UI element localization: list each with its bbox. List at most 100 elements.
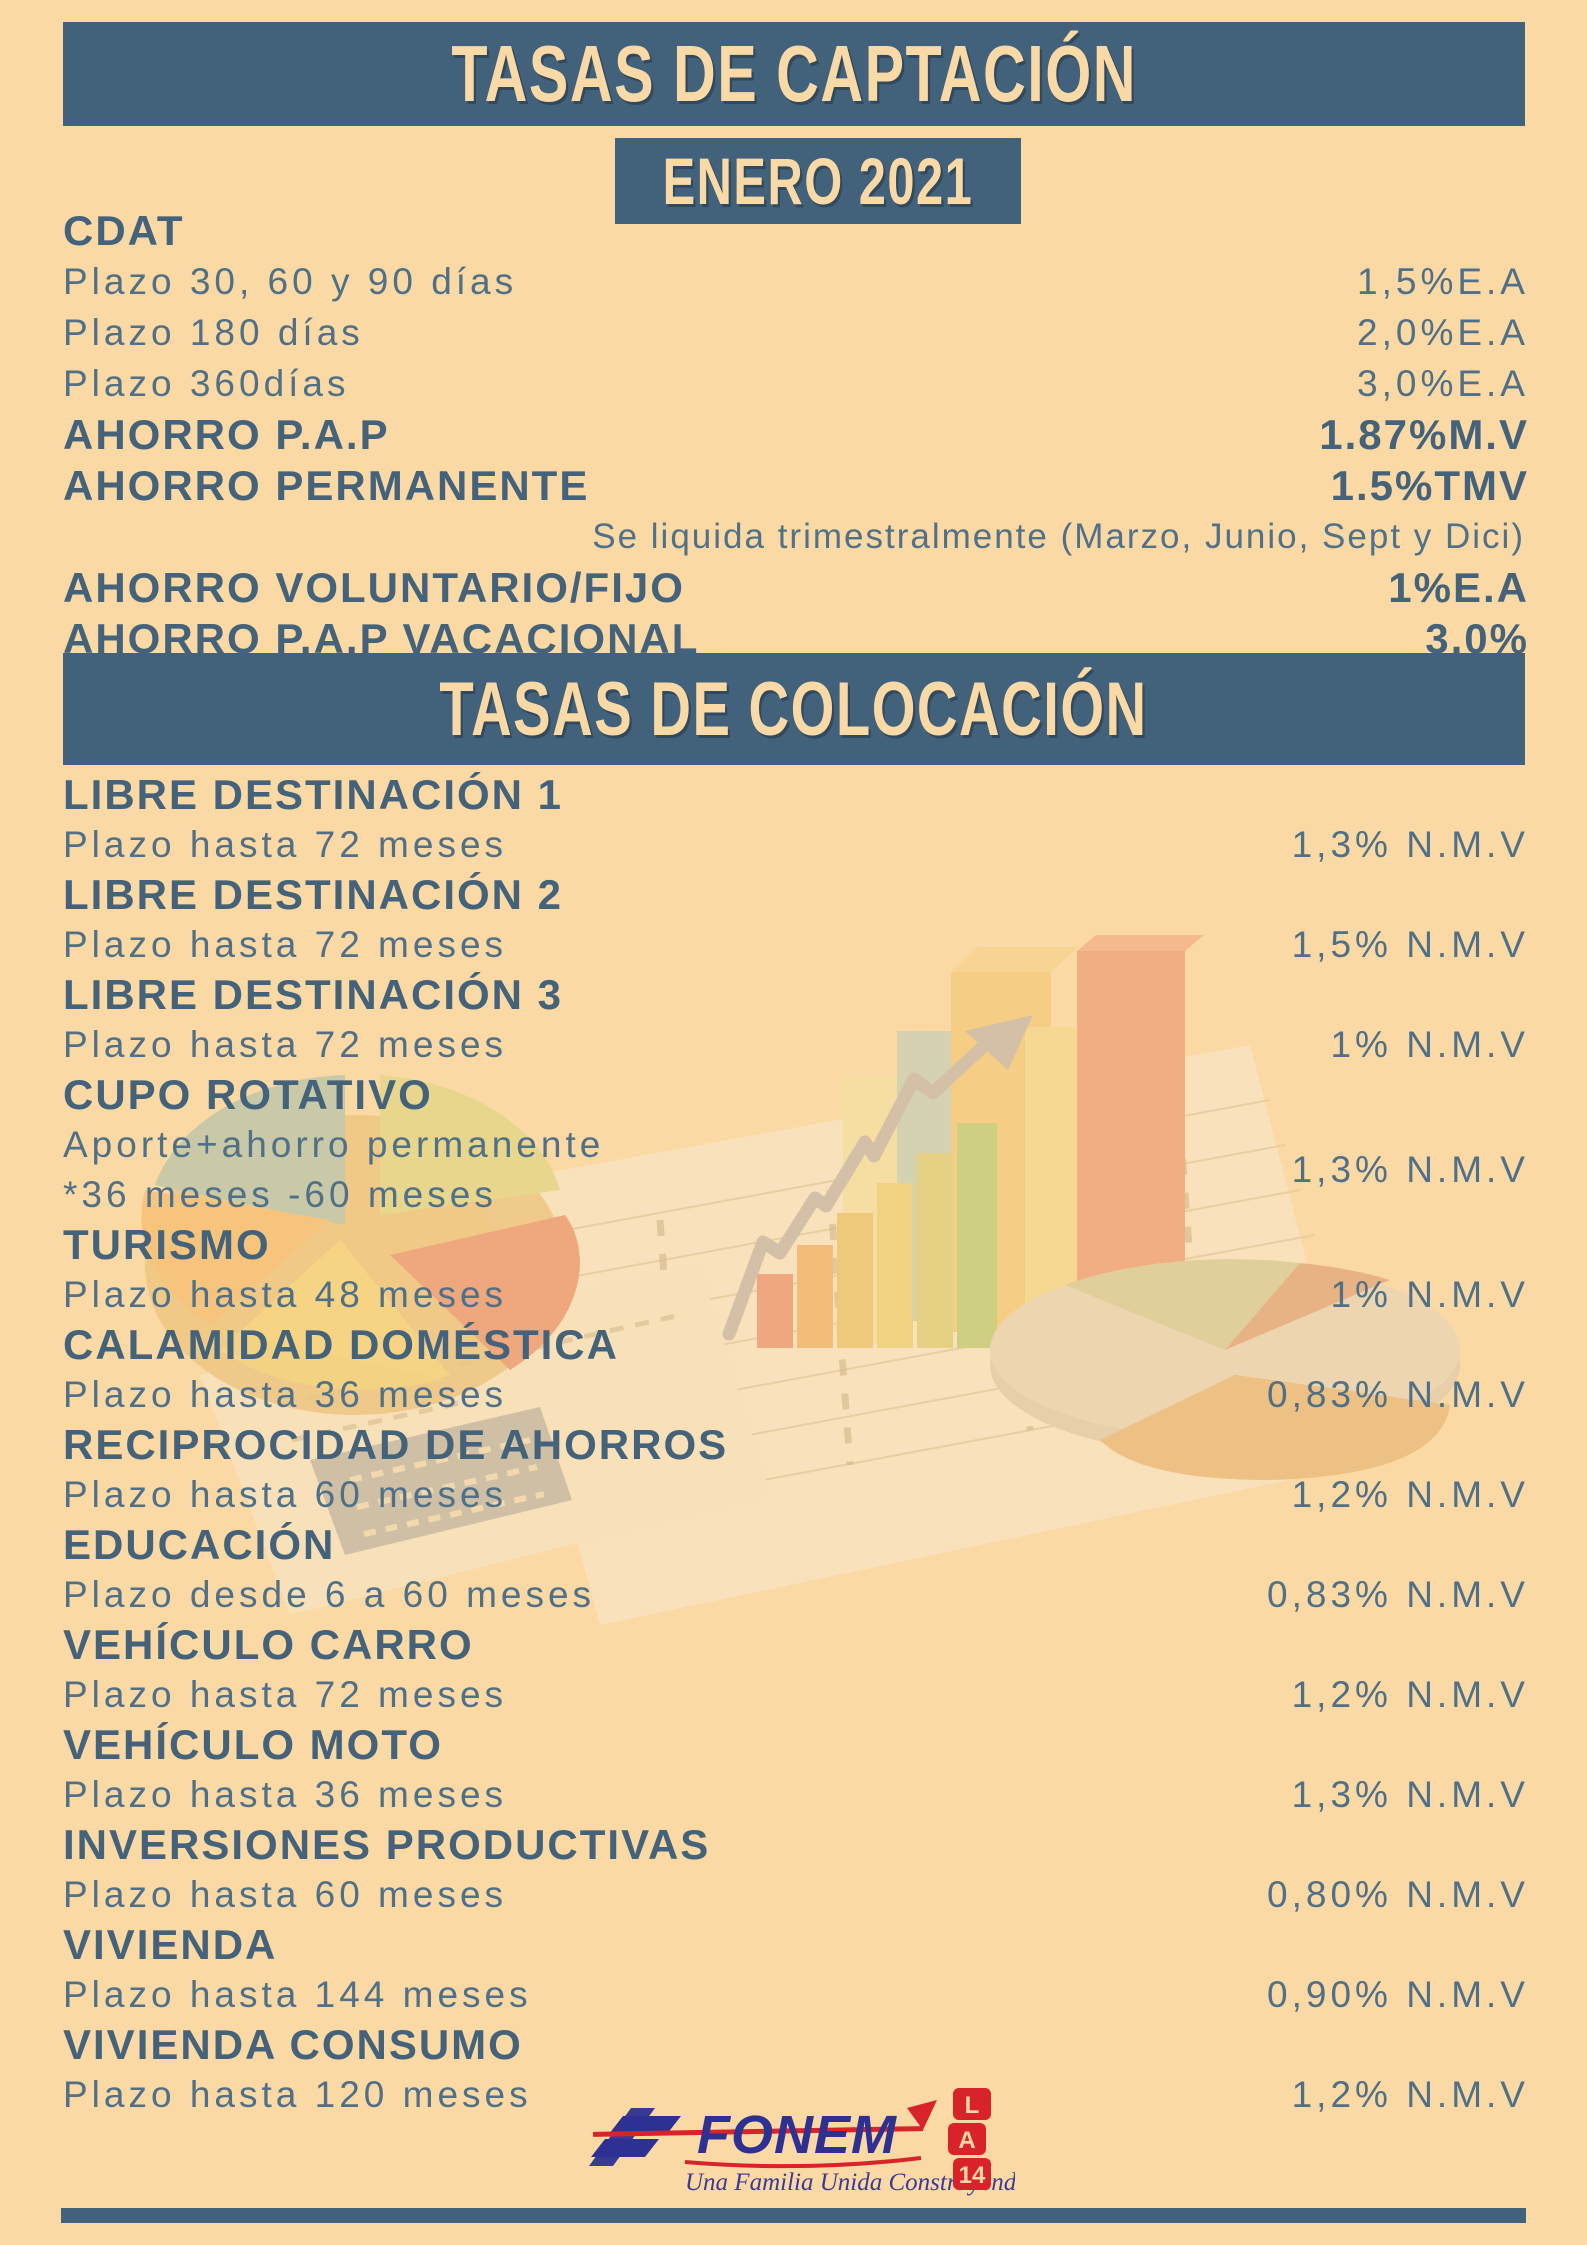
- product-rate: 0,90% N.M.V: [1267, 1974, 1529, 2016]
- colocacion-title: TASAS DE COLOCACIÓN: [439, 666, 1149, 752]
- product-rate: 1,2% N.M.V: [1291, 1674, 1529, 1716]
- product-term: Plazo hasta 36 meses: [63, 1374, 508, 1416]
- product-name: RECIPROCIDAD DE AHORROS: [63, 1421, 729, 1469]
- rate-row: AHORRO VOLUNTARIO/FIJO 1%E.A: [63, 562, 1527, 613]
- fonem-logo: FONEM Una Familia Unida Construyendo Sue…: [589, 2088, 1015, 2196]
- product-term: Plazo hasta 72 meses: [63, 923, 508, 965]
- product-rate: 0,83% N.M.V: [1267, 1574, 1529, 1616]
- row-value: 1,5%E.A: [1357, 260, 1529, 302]
- rate-row: Plazo hasta 72 meses 1,3% N.M.V: [63, 820, 1525, 871]
- la14-badge: L A 14: [948, 2088, 991, 2190]
- rate-row: Plazo 360días 3,0%E.A: [63, 358, 1525, 409]
- rate-row: Plazo hasta 72 meses 1,2% N.M.V: [63, 1670, 1525, 1721]
- rate-row: Plazo hasta 48 meses 1% N.M.V: [63, 1270, 1525, 1321]
- rate-row: Plazo hasta 60 meses 1,2% N.M.V: [63, 1470, 1525, 1521]
- colocacion-section: LIBRE DESTINACIÓN 1 Plazo hasta 72 meses…: [63, 770, 1525, 2121]
- logo-wordmark: FONEM: [697, 2105, 897, 2165]
- product-name: LIBRE DESTINACIÓN 1: [63, 770, 564, 818]
- la14-letter-l: L: [965, 2092, 980, 2119]
- row-label: Plazo 360días: [63, 362, 350, 404]
- row-label: AHORRO PERMANENTE: [63, 461, 590, 509]
- row-value: 2,0%E.A: [1357, 311, 1529, 353]
- rate-row: Plazo hasta 72 meses 1,5% N.M.V: [63, 920, 1525, 971]
- product-rate: 1,5% N.M.V: [1291, 923, 1529, 965]
- row-label: Plazo 30, 60 y 90 días: [63, 260, 518, 302]
- bar-chart-illustration: [757, 935, 1204, 1348]
- background-charts-illustration: [141, 935, 1460, 1625]
- rate-row: Plazo hasta 120 meses 1,2% N.M.V: [63, 2070, 1525, 2121]
- product-rate: 1,3% N.M.V: [1291, 1149, 1529, 1190]
- product-rate: 1% N.M.V: [1330, 1274, 1529, 1316]
- product-rate: 1,3% N.M.V: [1291, 823, 1529, 865]
- liquidation-note-row: Se liquida trimestralmente (Marzo, Junio…: [63, 511, 1525, 562]
- rate-row: Plazo hasta 144 meses 0,90% N.M.V: [63, 1970, 1525, 2021]
- row-value: 3,0%E.A: [1357, 362, 1529, 404]
- row-label: AHORRO VOLUNTARIO/FIJO: [63, 563, 685, 611]
- date-text: ENERO 2021: [662, 144, 974, 218]
- rate-row: Plazo 30, 60 y 90 días 1,5%E.A: [63, 256, 1525, 307]
- header-bar: TASAS DE CAPTACIÓN: [63, 22, 1525, 126]
- rate-row: Plazo hasta 36 meses 0,83% N.M.V: [63, 1370, 1525, 1421]
- rate-row: Plazo 180 días 2,0%E.A: [63, 307, 1525, 358]
- arrow-up-illustration: [722, 1015, 1033, 1341]
- row-label: AHORRO P.A.P: [63, 410, 390, 458]
- row-label: CDAT: [63, 206, 185, 254]
- product-name: INVERSIONES PRODUCTIVAS: [63, 1821, 711, 1869]
- rate-row: CDAT: [63, 205, 1525, 256]
- product-name: LIBRE DESTINACIÓN 2: [63, 870, 564, 918]
- product-term: Plazo hasta 36 meses: [63, 1774, 508, 1816]
- product-name: VEHÍCULO CARRO: [63, 1621, 474, 1669]
- row-value: 1%E.A: [1388, 563, 1529, 611]
- product-term: Plazo hasta 120 meses: [63, 2074, 532, 2116]
- rate-row: Aporte+ahorro permanente *36 meses -60 m…: [63, 1120, 1525, 1221]
- la14-number: 14: [959, 2162, 986, 2189]
- product-rate: 1,2% N.M.V: [1291, 1474, 1529, 1516]
- product-name: VEHÍCULO MOTO: [63, 1721, 443, 1769]
- product-term: Aporte+ahorro permanente: [63, 1123, 605, 1165]
- product-name: VIVIENDA: [63, 1921, 278, 1969]
- product-term: Plazo hasta 72 meses: [63, 823, 508, 865]
- product-name: LIBRE DESTINACIÓN 3: [63, 970, 564, 1018]
- product-term: Plazo desde 6 a 60 meses: [63, 1574, 596, 1616]
- product-rate: 1% N.M.V: [1330, 1023, 1529, 1065]
- rate-row: Plazo hasta 36 meses 1,3% N.M.V: [63, 1770, 1525, 1821]
- rate-row: AHORRO P.A.P 1.87%M.V: [63, 409, 1527, 460]
- product-rate: 0,83% N.M.V: [1267, 1374, 1529, 1416]
- row-value: 1.5%TMV: [1330, 461, 1529, 509]
- colocacion-bar: TASAS DE COLOCACIÓN: [63, 653, 1525, 765]
- liquidation-note: Se liquida trimestralmente (Marzo, Junio…: [592, 516, 1525, 556]
- product-term-2: *36 meses -60 meses: [63, 1174, 497, 1216]
- rate-row: Plazo desde 6 a 60 meses 0,83% N.M.V: [63, 1570, 1525, 1621]
- footer-bar: [61, 2208, 1526, 2223]
- product-term: Plazo hasta 72 meses: [63, 1023, 508, 1065]
- product-rate: 1,2% N.M.V: [1291, 2074, 1529, 2116]
- product-name: CUPO ROTATIVO: [63, 1070, 433, 1118]
- rate-row: Plazo hasta 72 meses 1% N.M.V: [63, 1020, 1525, 1071]
- product-rate: 0,80% N.M.V: [1267, 1874, 1529, 1916]
- product-name: VIVIENDA CONSUMO: [63, 2021, 523, 2069]
- product-term: Plazo hasta 60 meses: [63, 1474, 508, 1516]
- spreadsheet-illustration: [200, 1045, 1360, 1625]
- row-value: 1.87%M.V: [1319, 410, 1529, 458]
- pie-chart-illustration: [141, 1075, 580, 1415]
- la14-letter-a: A: [958, 2127, 975, 2154]
- product-name: CALAMIDAD DOMÉSTICA: [63, 1321, 619, 1369]
- logo-underline: [684, 2156, 922, 2169]
- product-name: TURISMO: [63, 1221, 271, 1269]
- captacion-section: CDAT Plazo 30, 60 y 90 días 1,5%E.A Plaz…: [63, 205, 1527, 664]
- product-name: EDUCACIÓN: [63, 1521, 336, 1569]
- product-term: Plazo hasta 144 meses: [63, 1974, 532, 2016]
- rate-row: AHORRO PERMANENTE 1.5%TMV: [63, 460, 1527, 511]
- page-title: TASAS DE CAPTACIÓN: [451, 29, 1137, 118]
- logo-red-line: [592, 2126, 924, 2137]
- pie-chart-right-illustration: [990, 1259, 1460, 1480]
- date-badge: ENERO 2021: [615, 138, 1021, 224]
- product-rate: 1,3% N.M.V: [1291, 1774, 1529, 1816]
- row-label: Plazo 180 días: [63, 311, 364, 353]
- logo-swoosh-icon: [907, 2100, 937, 2130]
- rate-row: Plazo hasta 60 meses 0,80% N.M.V: [63, 1870, 1525, 1921]
- product-term: Plazo hasta 60 meses: [63, 1874, 508, 1916]
- product-term: Plazo hasta 72 meses: [63, 1674, 508, 1716]
- fonem-mark-icon: [589, 2108, 681, 2166]
